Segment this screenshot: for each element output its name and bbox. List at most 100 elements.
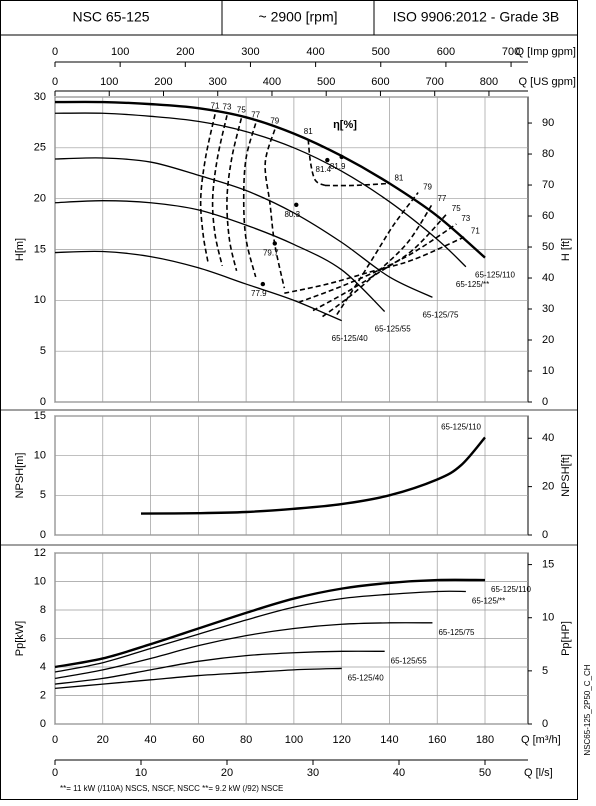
curve [54, 622, 433, 680]
x-tick-label: 0 [52, 76, 58, 88]
curve-label: 65-125/75 [438, 628, 475, 637]
plot-frame [54, 415, 529, 536]
curve [54, 650, 385, 685]
y-tick-label: 10 [34, 575, 46, 587]
y-tick-label: 10 [34, 294, 46, 306]
y-tick-label: 25 [34, 142, 46, 154]
x-tick-label: 10 [135, 767, 147, 779]
efficiency-line [226, 118, 243, 272]
x-tick-label: 100 [285, 734, 303, 746]
efficiency-line [312, 213, 448, 312]
curve-label: 65-125/55 [375, 325, 412, 334]
efficiency-label: 71 [211, 101, 220, 110]
efficiency-label: 75 [237, 105, 246, 114]
y2-tick-label: 50 [542, 241, 554, 253]
curve [54, 157, 433, 298]
bep-point [294, 202, 299, 207]
header-standard: ISO 9906:2012 - Grade 3B [393, 9, 560, 25]
y-axis-label: NPSH[m] [14, 453, 26, 499]
x-tick-label: 600 [437, 46, 455, 58]
efficiency-label: 79 [270, 117, 279, 126]
curve-label: 65-125/** [472, 597, 505, 606]
curve [54, 590, 466, 673]
x-axis-label: Q [m³/h] [521, 734, 561, 746]
x-tick-label: 400 [263, 76, 281, 88]
efficiency-line [264, 129, 286, 289]
x-tick-label: 20 [97, 734, 109, 746]
y-tick-label: 15 [34, 410, 46, 422]
y-tick-label: 12 [34, 547, 46, 559]
efficiency-line [199, 114, 216, 262]
x-tick-label: 200 [154, 76, 172, 88]
y2-tick-label: 40 [542, 272, 554, 284]
y-tick-label: 0 [40, 529, 46, 541]
y-tick-label: 5 [40, 345, 46, 357]
footnote: **= 11 kW (/110A) NSCS, NSCF, NSCC **= 9… [60, 784, 283, 793]
y2-tick-label: 20 [542, 334, 554, 346]
y-tick-label: 30 [34, 91, 46, 103]
efficiency-label: 73 [461, 214, 470, 223]
y-tick-label: 15 [34, 243, 46, 255]
y-tick-label: 6 [40, 632, 46, 644]
efficiency-label: 79 [423, 183, 432, 192]
curve-label: 65-125/40 [348, 674, 385, 683]
y-tick-label: 10 [34, 450, 46, 462]
bep-label: 81.4 [316, 165, 332, 174]
x-tick-label: 100 [111, 46, 129, 58]
x-tick-label: 500 [372, 46, 390, 58]
y2-axis-label: H [ft] [560, 238, 572, 261]
y-tick-label: 0 [40, 718, 46, 730]
curve [54, 667, 342, 690]
x-tick-label: 500 [317, 76, 335, 88]
x-tick-label: 700 [502, 46, 520, 58]
curve-label: 65-125/55 [391, 656, 428, 665]
drawing-code: NSC65-125_2P50_C_CH [583, 664, 592, 755]
bep-label: 77.9 [251, 289, 267, 298]
bep-point [260, 281, 266, 287]
bep-label: 79.7 [263, 249, 279, 258]
x-axis-label: Q [Imp gpm] [515, 46, 576, 58]
efficiency-line [211, 115, 228, 266]
x-tick-label: 160 [428, 734, 446, 746]
efficiency-label: 81 [394, 174, 403, 183]
x-tick-label: 180 [476, 734, 494, 746]
efficiency-label: 71 [471, 226, 480, 235]
x-tick-label: 200 [176, 46, 194, 58]
curve [54, 578, 486, 669]
curve [54, 112, 467, 268]
y2-tick-label: 60 [542, 210, 554, 222]
y2-tick-label: 15 [542, 558, 554, 570]
y2-axis-label: NPSH[ft] [560, 454, 572, 497]
header-model: NSC 65-125 [72, 9, 149, 25]
curve [54, 200, 386, 312]
x-tick-label: 30 [307, 767, 319, 779]
efficiency-label: 75 [452, 204, 461, 213]
y-axis-label: Pp[kW] [14, 621, 26, 656]
y-tick-label: 5 [40, 489, 46, 501]
x-tick-label: 80 [240, 734, 252, 746]
curve-label: 65-125/110 [475, 271, 515, 280]
x-tick-label: 120 [332, 734, 350, 746]
x-tick-label: 50 [479, 767, 491, 779]
curve-label: 65-125/** [456, 280, 489, 289]
efficiency-label: 81 [304, 127, 313, 136]
y2-tick-label: 10 [542, 612, 554, 624]
curve-label: 65-125/40 [332, 334, 369, 343]
efficiency-line [324, 182, 390, 187]
curve-label: 65-125/75 [422, 310, 459, 319]
x-axis-label: Q [US gpm] [519, 76, 576, 88]
bep-point [339, 154, 344, 160]
x-tick-label: 400 [306, 46, 324, 58]
y-tick-label: 20 [34, 193, 46, 205]
x-tick-label: 100 [100, 76, 118, 88]
efficiency-axis-label: η[%] [333, 119, 357, 131]
x-tick-label: 700 [426, 76, 444, 88]
x-tick-label: 800 [480, 76, 498, 88]
efficiency-line [298, 223, 457, 304]
y2-tick-label: 0 [542, 718, 548, 730]
y-tick-label: 2 [40, 689, 46, 701]
x-tick-label: 60 [192, 734, 204, 746]
curve-label: 65-125/110 [441, 423, 481, 432]
y2-tick-label: 0 [542, 396, 548, 408]
